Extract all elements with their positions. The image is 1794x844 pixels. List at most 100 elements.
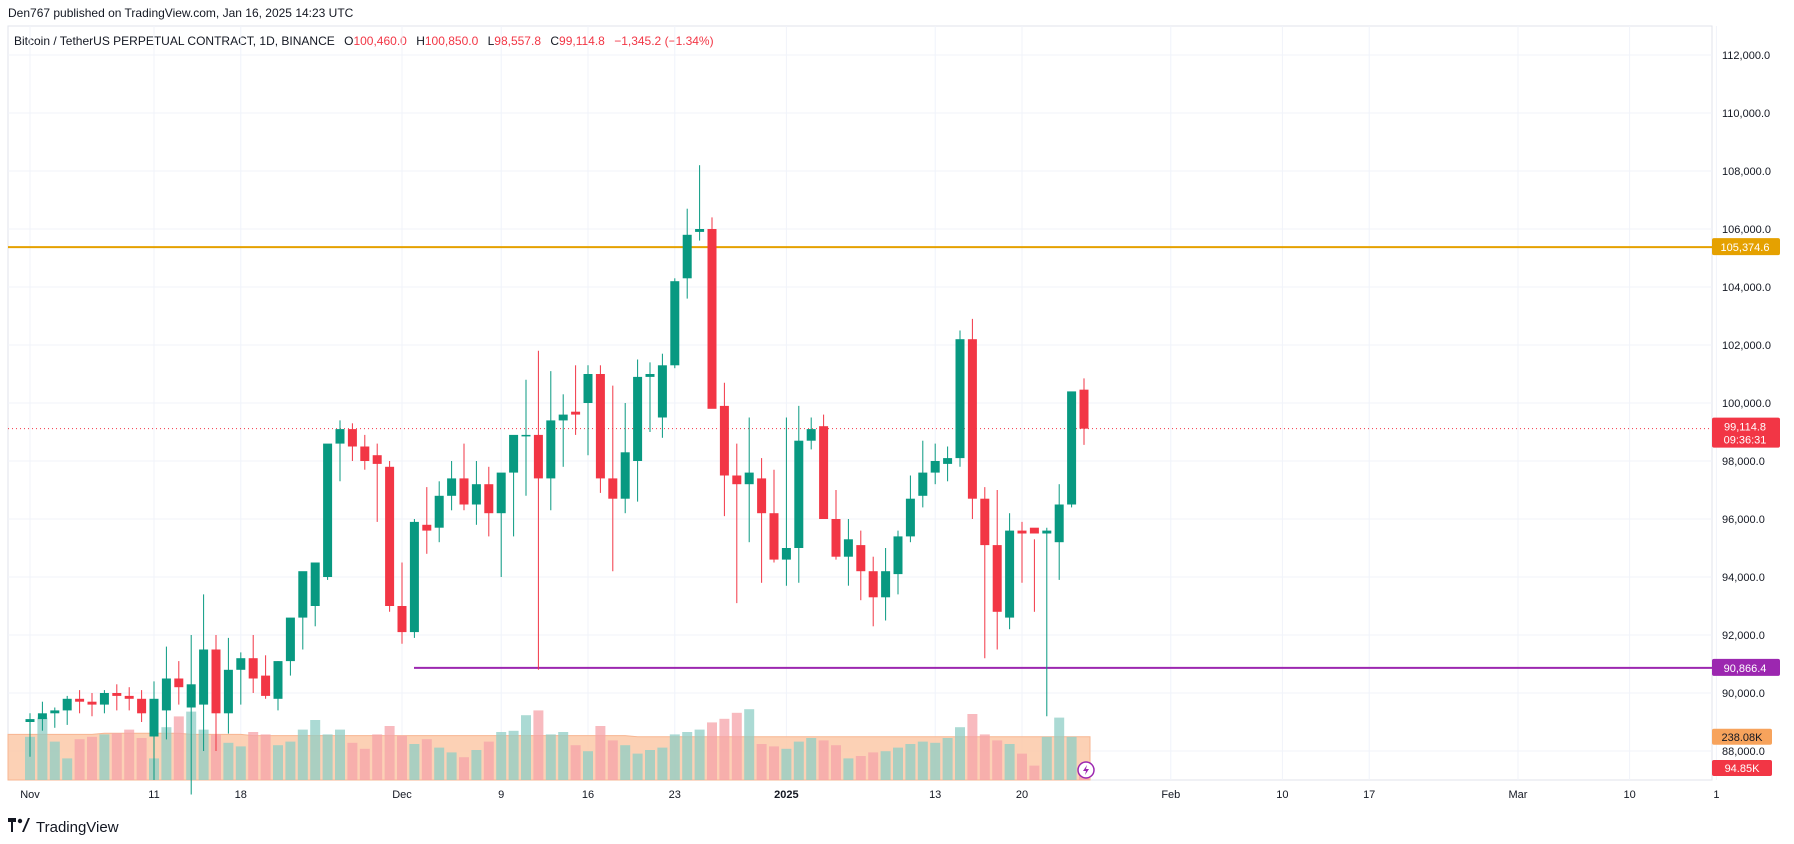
candle-body[interactable] (794, 440, 804, 548)
candle-body[interactable] (273, 661, 283, 699)
candle-body[interactable] (881, 571, 891, 598)
candle-body[interactable] (459, 478, 469, 505)
candle-body[interactable] (50, 710, 60, 714)
candle-body[interactable] (285, 617, 295, 662)
candle-body[interactable] (1005, 530, 1015, 618)
candle-body[interactable] (558, 414, 568, 421)
candle-body[interactable] (137, 698, 147, 714)
candle-body[interactable] (719, 405, 729, 476)
candle-body[interactable] (769, 513, 779, 560)
candle-body[interactable] (161, 678, 171, 711)
candle-body[interactable] (757, 478, 767, 514)
candle-body[interactable] (310, 562, 320, 607)
low-label: L (487, 34, 495, 48)
candle-body[interactable] (174, 678, 184, 688)
candle-body[interactable] (645, 374, 655, 377)
candle-body[interactable] (99, 693, 109, 705)
candle-body[interactable] (633, 376, 643, 461)
candle-body[interactable] (546, 420, 556, 479)
candle-body[interactable] (831, 519, 841, 557)
candle-body[interactable] (87, 701, 97, 705)
candle-body[interactable] (682, 234, 692, 279)
candle-body[interactable] (1017, 530, 1027, 534)
candle-body[interactable] (112, 693, 122, 696)
candle-body[interactable] (583, 374, 593, 403)
lightning-glyph (1083, 765, 1089, 775)
volume-bar (521, 715, 531, 780)
candle-body[interactable] (372, 455, 382, 464)
candle-body[interactable] (620, 452, 630, 499)
candle-body[interactable] (1054, 504, 1064, 543)
candle-body[interactable] (360, 446, 370, 462)
candle-body[interactable] (521, 434, 531, 437)
candle-body[interactable] (1029, 527, 1039, 534)
price-chart[interactable]: 88,000.0 90,000.0 92,000.0 94,000.0 96,000.0… (0, 0, 1794, 812)
candle-body[interactable] (608, 478, 618, 499)
candle-body[interactable] (298, 571, 308, 618)
candle-body[interactable] (422, 524, 432, 531)
candle-body[interactable] (806, 429, 816, 441)
candle-body[interactable] (37, 713, 47, 720)
candle-body[interactable] (819, 426, 829, 519)
candle-body[interactable] (124, 695, 134, 699)
candle-body[interactable] (918, 472, 928, 496)
candle-body[interactable] (447, 478, 457, 496)
candle-body[interactable] (62, 698, 72, 711)
candle-body[interactable] (781, 548, 791, 560)
candle-body[interactable] (397, 606, 407, 633)
footer-brand[interactable]: TradingView (36, 818, 119, 836)
candle-body[interactable] (1067, 391, 1077, 505)
candle-body[interactable] (211, 649, 221, 714)
candle-body[interactable] (657, 365, 667, 418)
candle-body[interactable] (843, 539, 853, 557)
y-tick-label: 100,000.0 (1722, 398, 1771, 410)
candle-body[interactable] (967, 339, 977, 499)
candle-body[interactable] (707, 229, 717, 409)
candle-body[interactable] (409, 521, 419, 633)
candle-body[interactable] (223, 669, 233, 714)
candle-body[interactable] (248, 658, 258, 679)
candle-body[interactable] (199, 649, 209, 705)
candle-body[interactable] (385, 466, 395, 606)
candle-body[interactable] (980, 498, 990, 546)
candle-body[interactable] (533, 434, 543, 479)
volume-bar (558, 732, 569, 780)
candle-body[interactable] (75, 698, 85, 702)
candle-body[interactable] (992, 545, 1002, 612)
candle-body[interactable] (744, 472, 754, 485)
candle-body[interactable] (25, 719, 35, 722)
candle-body[interactable] (893, 536, 903, 575)
candle-body[interactable] (670, 281, 680, 366)
x-tick-label: 9 (498, 789, 504, 801)
candle-body[interactable] (943, 458, 953, 464)
volume-bar (459, 757, 469, 780)
y-tick-label: 102,000.0 (1722, 340, 1771, 352)
tradingview-logo-icon[interactable] (8, 818, 30, 836)
candle-body[interactable] (149, 698, 159, 737)
candle-body[interactable] (955, 339, 965, 459)
candle-body[interactable] (496, 472, 506, 514)
candle-body[interactable] (930, 461, 940, 473)
symbol-title[interactable]: Bitcoin / TetherUS PERPETUAL CONTRACT, 1… (14, 34, 335, 48)
candle-body[interactable] (509, 434, 519, 473)
candle-body[interactable] (434, 495, 444, 528)
candle-body[interactable] (868, 571, 878, 598)
volume-bar (297, 729, 308, 780)
candle-body[interactable] (471, 484, 481, 505)
candle-body[interactable] (335, 429, 345, 444)
candle-body[interactable] (323, 443, 333, 577)
candle-body[interactable] (347, 429, 357, 447)
candle-body[interactable] (236, 658, 246, 670)
candle-body[interactable] (186, 684, 196, 708)
candle-body[interactable] (595, 374, 605, 479)
candle-body[interactable] (695, 229, 705, 232)
candle-body[interactable] (856, 545, 866, 572)
y-tick-label: 106,000.0 (1722, 224, 1771, 236)
candle-body[interactable] (571, 411, 581, 415)
candle-body[interactable] (484, 484, 494, 514)
candle-body[interactable] (261, 675, 271, 696)
candle-body[interactable] (905, 498, 915, 537)
candle-body[interactable] (1079, 389, 1089, 429)
candle-body[interactable] (1042, 530, 1052, 534)
candle-body[interactable] (732, 475, 742, 485)
